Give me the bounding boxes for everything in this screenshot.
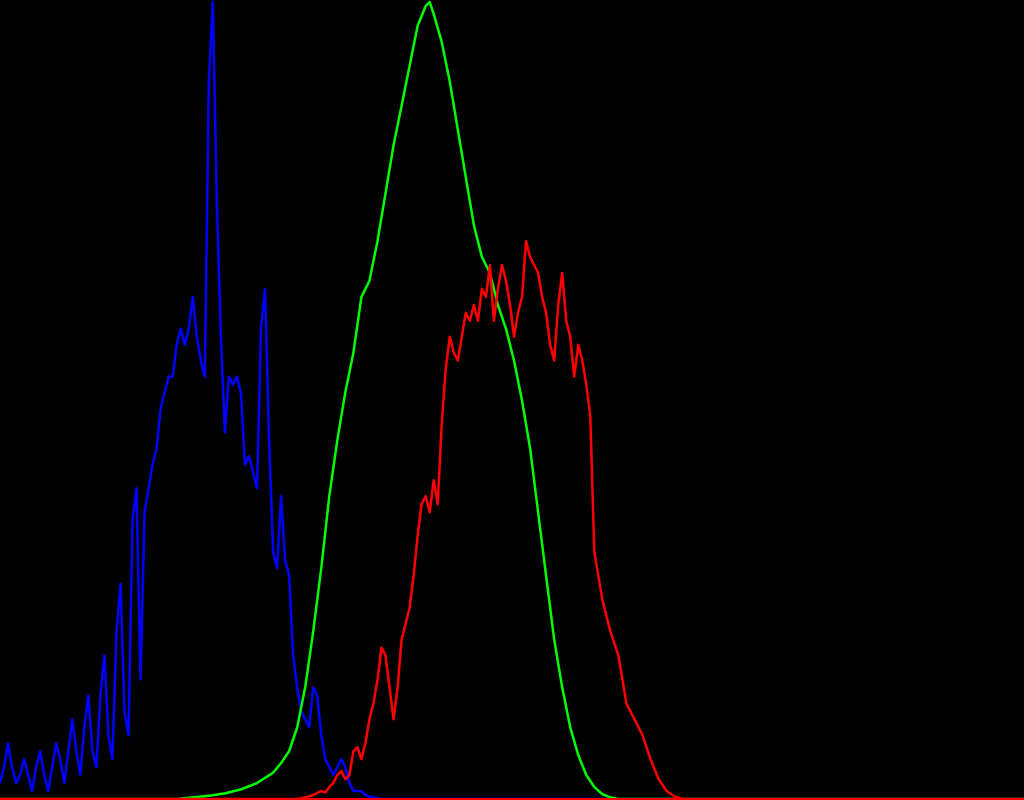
series-line-2 (0, 239, 1024, 800)
